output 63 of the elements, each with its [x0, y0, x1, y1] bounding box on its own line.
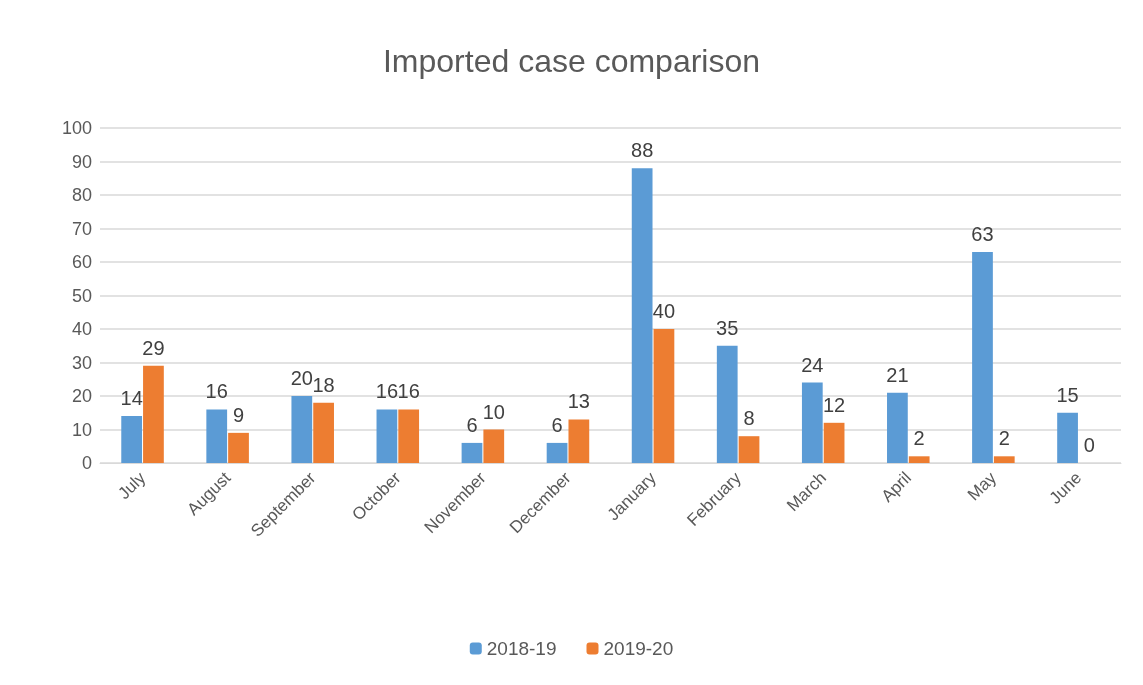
data-label: 14 — [120, 387, 143, 410]
data-label: 16 — [397, 380, 420, 403]
bar — [546, 442, 568, 463]
y-tick-label: 50 — [71, 285, 92, 306]
bar — [716, 345, 738, 463]
data-label: 63 — [971, 222, 994, 245]
data-label: 35 — [716, 316, 739, 339]
y-tick-label: 90 — [71, 151, 92, 172]
data-label: 20 — [290, 367, 313, 389]
data-label: 13 — [567, 390, 590, 413]
chart-title: Imported case comparison — [382, 43, 761, 79]
bar — [398, 409, 420, 463]
bar — [738, 436, 760, 463]
y-tick-label: 0 — [81, 453, 92, 473]
y-tick-label: 10 — [71, 419, 92, 440]
bar — [568, 419, 590, 463]
bar — [631, 168, 653, 463]
y-tick-label: 80 — [71, 185, 92, 205]
bar — [483, 429, 505, 463]
data-label: 2 — [913, 427, 925, 450]
data-label: 2 — [998, 427, 1010, 450]
bar — [887, 392, 908, 463]
data-label: 10 — [482, 400, 505, 423]
bar — [291, 396, 313, 463]
data-label: 12 — [822, 393, 846, 416]
legend-label: 2019-20 — [603, 638, 674, 659]
y-tick-label: 30 — [71, 352, 92, 373]
data-label: 24 — [801, 353, 824, 376]
x-tick-label: July — [114, 467, 150, 504]
data-label: 40 — [652, 300, 676, 322]
bar — [376, 409, 398, 463]
bar — [908, 456, 930, 463]
data-label: 18 — [312, 373, 335, 396]
data-label: 16 — [205, 380, 228, 403]
bar — [121, 416, 143, 463]
y-tick-label: 100 — [61, 118, 92, 138]
bar — [206, 409, 228, 463]
y-tick-label: 20 — [71, 386, 92, 406]
y-tick-label: 40 — [71, 319, 92, 339]
bar — [1057, 412, 1078, 463]
data-label: 6 — [551, 413, 563, 436]
bar — [993, 456, 1015, 463]
bar — [823, 422, 845, 463]
bar — [143, 365, 164, 463]
x-tick-label: May — [963, 467, 1001, 505]
data-label: 88 — [631, 139, 654, 162]
data-label: 29 — [142, 336, 165, 359]
bar — [972, 251, 993, 463]
legend-label: 2018-19 — [486, 638, 557, 659]
data-label: 6 — [466, 413, 478, 436]
bar — [653, 329, 675, 463]
bar — [313, 402, 334, 463]
y-tick-label: 60 — [71, 252, 92, 272]
data-label: 0 — [1083, 434, 1095, 456]
bar — [461, 442, 483, 463]
bar — [228, 432, 249, 463]
y-tick-label: 70 — [71, 218, 92, 239]
bar — [801, 382, 823, 463]
data-label: 15 — [1056, 383, 1079, 406]
data-label: 8 — [743, 407, 755, 430]
data-label: 9 — [232, 403, 245, 426]
data-label: 16 — [375, 380, 399, 403]
data-label: 21 — [886, 363, 909, 386]
